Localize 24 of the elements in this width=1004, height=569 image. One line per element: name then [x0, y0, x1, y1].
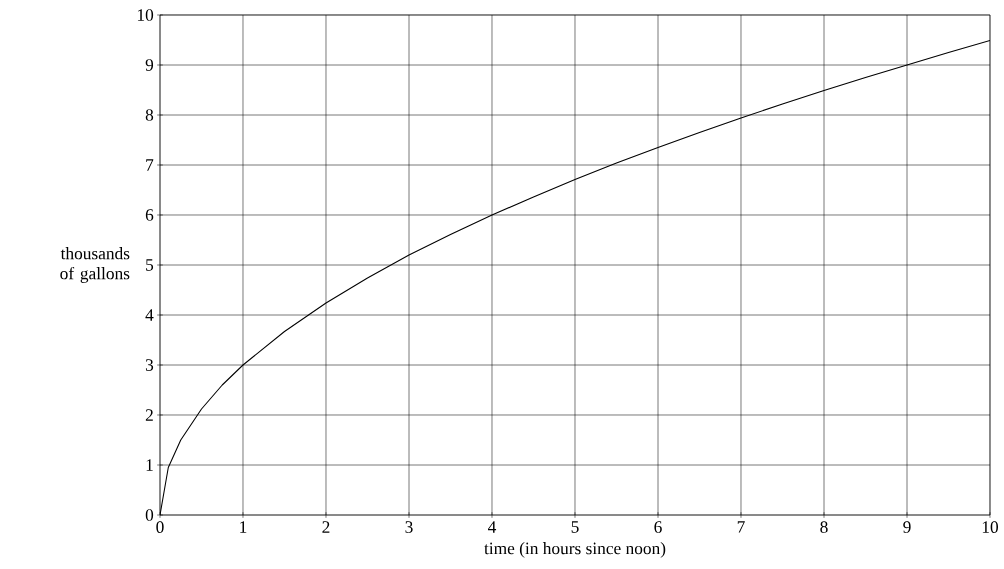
y-tick-label: 7 [146, 159, 154, 171]
x-tick-label: 0 [156, 521, 164, 533]
x-tick-label: 6 [654, 521, 662, 533]
x-tick-label: 1 [240, 521, 247, 533]
y-tick-label: 3 [145, 359, 154, 371]
y-tick-label: 5 [146, 259, 154, 271]
x-tick-label: 5 [571, 521, 579, 533]
x-tick-label: 3 [405, 521, 413, 533]
x-axis-title: time (in hours since noon) [484, 542, 666, 558]
y-tick-label: 9 [145, 59, 154, 71]
y-tick-label: 6 [145, 209, 154, 221]
y-axis-title: thousands of gallons [60, 247, 130, 283]
y-tick-label: 10 [137, 9, 154, 21]
x-tick-label: 7 [737, 521, 745, 533]
y-tick-label: 2 [145, 409, 153, 421]
x-tick-label: 4 [488, 521, 497, 533]
x-tick-label: 9 [903, 521, 911, 533]
y-tick-label: 4 [145, 309, 154, 321]
y-tick-label: 8 [145, 109, 154, 121]
x-tick-label: 2 [322, 521, 330, 533]
y-tick-label: 0 [145, 509, 154, 521]
y-tick-label: 1 [146, 459, 153, 471]
x-tick-label: 10 [982, 521, 999, 533]
x-tick-label: 8 [820, 521, 828, 533]
